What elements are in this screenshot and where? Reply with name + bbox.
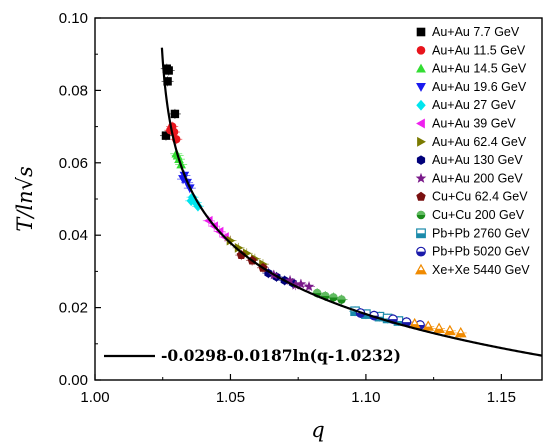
legend-label: Pb+Pb 2760 GeV (432, 226, 530, 240)
legend-item: Au+Au 200 GeV (415, 171, 523, 185)
legend-item: Au+Au 11.5 GeV (416, 43, 526, 57)
legend-marker (416, 83, 426, 92)
legend-marker (416, 46, 426, 55)
data-point (163, 77, 172, 86)
legend-label: Pb+Pb 5020 GeV (432, 245, 530, 259)
legend-label: Au+Au 130 GeV (432, 153, 523, 167)
data-point (234, 243, 244, 253)
data-point (170, 109, 180, 119)
legend-marker (416, 155, 426, 165)
data-point (329, 293, 338, 302)
legend-item: Au+Au 27 GeV (416, 98, 516, 112)
data-point (422, 320, 435, 331)
legend-marker (416, 210, 426, 220)
data-point (203, 215, 213, 226)
legend-item: Pb+Pb 5020 GeV (416, 245, 530, 259)
legend-marker (416, 63, 426, 73)
legend-marker (416, 191, 426, 201)
legend-item: Au+Au 14.5 GeV (416, 62, 527, 76)
y-tick-label: 0.02 (59, 300, 88, 317)
data-point (295, 278, 307, 289)
legend-item: Au+Au 62.4 GeV (417, 135, 527, 149)
x-tick-label: 1.00 (80, 389, 109, 406)
legend-marker (416, 99, 426, 111)
legend-label: Au+Au 11.5 GeV (432, 43, 526, 57)
data-point (454, 326, 467, 338)
legend-item: Cu+Cu 200 GeV (416, 208, 525, 222)
legend-label: Au+Au 27 GeV (432, 98, 516, 112)
y-tick-label: 0.08 (59, 82, 88, 99)
legend-marker (415, 172, 427, 183)
x-tick-label: 1.15 (487, 389, 516, 406)
data-point (444, 324, 456, 336)
y-tick-label: 0.00 (59, 372, 88, 389)
legend-label: Au+Au 7.7 GeV (432, 25, 520, 39)
legend-label: Cu+Cu 62.4 GeV (432, 190, 528, 204)
data-point (193, 200, 203, 212)
legend-label: Au+Au 14.5 GeV (432, 62, 527, 76)
legend-item: Au+Au 130 GeV (416, 153, 523, 167)
legend-item: Au+Au 19.6 GeV (416, 80, 527, 94)
legend-item: Pb+Pb 2760 GeV (416, 226, 530, 240)
legend-label: Au+Au 200 GeV (432, 171, 523, 185)
data-point (284, 274, 296, 285)
data-point (290, 279, 301, 290)
legend-label: Au+Au 62.4 GeV (432, 135, 527, 149)
data-point (164, 66, 173, 75)
legend-label: Au+Au 19.6 GeV (432, 80, 527, 94)
data-point (433, 322, 445, 333)
legend-item: Au+Au 7.7 GeV (416, 25, 520, 39)
y-tick-label: 0.06 (59, 155, 88, 172)
data-point (226, 235, 236, 246)
tick-layer: 1.00 1.05 1.10 1.15 0.00 0.02 0.04 0.06 0.08 0.10 (59, 10, 516, 406)
data-point (303, 281, 315, 292)
x-axis-title: q (311, 418, 324, 442)
legend-marker (416, 118, 425, 129)
y-tick-label: 0.10 (59, 10, 88, 27)
legend-marker (416, 27, 426, 37)
legend-marker (417, 136, 426, 147)
legend-item: Cu+Cu 62.4 GeV (416, 190, 528, 204)
y-tick-label: 0.04 (59, 227, 88, 244)
x-tick-label: 1.05 (216, 389, 245, 406)
legend-item: Xe+Xe 5440 GeV (415, 263, 530, 277)
legend-marker (416, 228, 426, 239)
legend: Au+Au 7.7 GeV Au+Au 11.5 GeV Au+Au 14.5 Ge… (415, 25, 530, 277)
data-point (337, 295, 346, 304)
data-point (161, 131, 171, 140)
legend-item: Au+Au 39 GeV (416, 117, 516, 131)
legend-label: Cu+Cu 200 GeV (432, 208, 525, 222)
legend-label: Au+Au 39 GeV (432, 117, 516, 131)
data-point (186, 195, 196, 207)
fit-legend: -0.0298-0.0187ln(q-1.0232) (104, 346, 401, 365)
legend-marker (415, 263, 427, 275)
legend-label: Xe+Xe 5440 GeV (432, 263, 530, 277)
y-axis-title: T/ln√s (13, 166, 37, 232)
fit-legend-label: -0.0298-0.0187ln(q-1.0232) (161, 346, 401, 365)
legend-marker (416, 246, 426, 257)
plot-frame (94, 17, 543, 381)
fit-curve (160, 47, 542, 357)
data-point (236, 250, 246, 260)
x-tick-label: 1.10 (351, 389, 380, 406)
